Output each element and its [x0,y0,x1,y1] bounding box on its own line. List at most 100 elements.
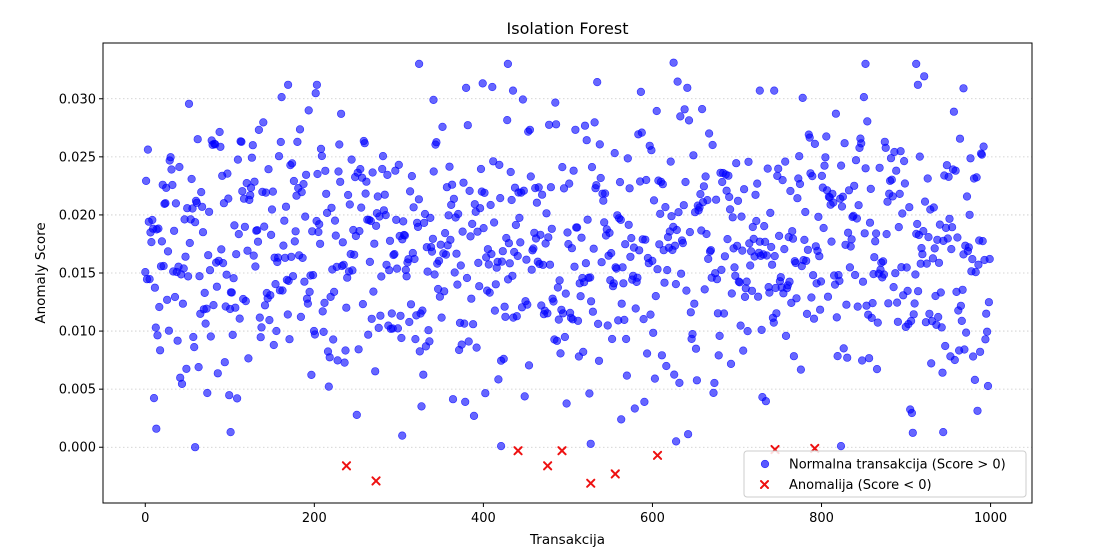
normal-point [253,226,262,235]
normal-point [553,283,563,292]
normal-point [277,92,286,102]
normal-point [798,93,807,102]
normal-point [330,216,340,225]
normal-point [968,352,978,361]
normal-point [274,152,284,161]
normal-point [854,201,863,210]
normal-point [424,326,433,335]
normal-point [622,371,632,380]
normal-point [697,104,707,114]
y-tick-label: 0.005 [59,383,96,398]
normal-point [936,288,945,297]
normal-point [163,295,172,304]
normal-point [365,257,375,267]
normal-point [961,328,971,337]
normal-point [481,389,490,398]
normal-point [289,176,299,186]
normal-point [780,245,789,254]
normal-point [983,381,993,391]
normal-point [354,345,363,354]
normal-point [817,171,827,180]
normal-point [396,311,405,320]
normal-point [457,340,466,349]
normal-point [913,219,922,229]
normal-point [810,139,820,148]
normal-point [425,337,434,346]
normal-point [177,379,187,389]
normal-point [330,287,339,297]
normal-point [402,272,411,281]
normal-point [808,172,817,181]
normal-point [449,194,459,203]
normal-point [420,218,429,227]
normal-point [610,149,619,158]
normal-point [581,259,591,268]
normal-point [868,299,877,308]
normal-point [490,218,499,227]
normal-point [596,173,605,183]
normal-point [260,222,269,231]
normal-point [836,442,846,451]
normal-point [635,246,644,255]
normal-point [580,121,590,130]
normal-point [953,233,962,242]
normal-point [822,132,831,141]
anomaly-point [652,450,663,460]
normal-point [911,270,920,279]
normal-point [185,238,194,248]
normal-point [815,305,825,314]
normal-point [399,217,408,226]
anomaly-point [371,476,381,486]
normal-point [814,212,823,221]
normal-point [325,353,334,362]
normal-point [860,229,869,238]
normal-point [684,116,694,125]
normal-point [202,304,211,313]
normal-point [900,179,910,188]
normal-point [364,330,373,339]
normal-point [928,254,938,263]
normal-point [333,356,342,365]
normal-point [870,253,879,262]
normal-point [512,312,521,321]
normal-point [474,258,483,268]
normal-point [152,424,161,433]
normal-point [194,363,203,372]
normal-point [850,181,859,190]
normal-point [322,189,331,198]
normal-point [688,330,697,339]
normal-point [941,341,950,351]
legend-normal-marker [760,459,770,469]
normal-point [271,280,280,289]
normal-point [150,283,159,292]
normal-point [861,164,870,173]
normal-point [647,146,656,155]
normal-point [549,297,558,306]
normal-point [958,285,967,294]
normal-point [324,382,333,391]
normal-point [347,155,356,164]
normal-point [671,280,681,289]
normal-point [518,95,528,104]
normal-point [838,192,848,201]
normal-point [296,312,306,322]
normal-point [187,174,196,184]
normal-point [489,157,498,166]
normal-point [542,209,551,218]
normal-point [823,292,833,301]
normal-point [458,227,467,236]
normal-point [930,244,939,253]
legend-anomaly-label: Anomalija (Score < 0) [789,478,932,493]
normal-point [683,83,692,92]
normal-point [257,323,266,332]
normal-point [968,255,977,264]
normal-point [370,239,379,248]
normal-point [490,306,500,315]
normal-point [463,121,472,130]
normal-point [441,229,450,238]
normal-point [526,172,535,181]
normal-point [883,197,892,206]
normal-point [407,172,417,181]
normal-point [686,308,695,317]
normal-point [419,370,428,379]
